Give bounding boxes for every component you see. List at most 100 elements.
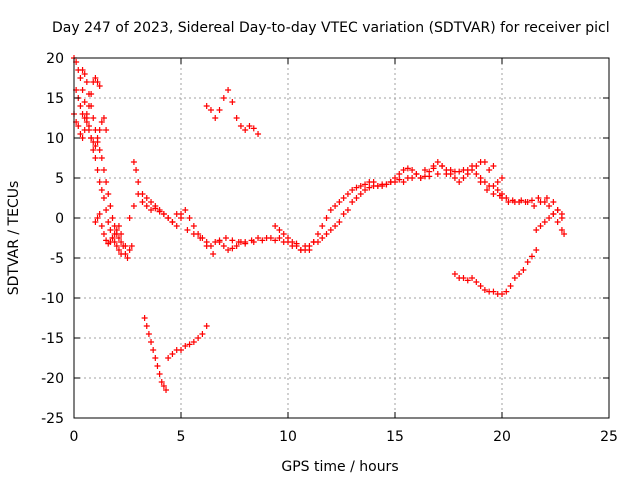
data-point [220, 243, 227, 249]
data-point [319, 235, 326, 241]
series-arc-m [141, 315, 170, 393]
y-tick-label: -20 [41, 371, 64, 387]
data-point [165, 215, 172, 221]
data-point [456, 179, 463, 185]
data-point [272, 237, 279, 244]
data-point [184, 227, 191, 233]
data-point [79, 135, 86, 141]
data-point [473, 171, 480, 177]
data-point [481, 287, 488, 293]
data-point [550, 211, 557, 217]
data-point [362, 187, 369, 193]
data-point [141, 315, 148, 321]
data-point [255, 235, 262, 241]
data-point [94, 167, 101, 173]
data-point [237, 123, 244, 129]
x-tick-label: 0 [70, 429, 79, 445]
data-point [173, 211, 180, 217]
data-point [135, 179, 142, 185]
series-arc-a [71, 55, 125, 257]
data-point [443, 167, 450, 173]
data-point [302, 247, 309, 253]
data-point [77, 131, 84, 137]
data-point [250, 239, 257, 245]
data-point [344, 191, 351, 197]
data-point [417, 175, 424, 181]
data-point [107, 239, 114, 245]
data-point [499, 195, 505, 201]
data-point [113, 227, 120, 233]
data-point [447, 171, 454, 177]
y-tick-label: -10 [41, 291, 64, 307]
data-point [558, 227, 565, 233]
data-point [100, 195, 107, 201]
data-point [229, 245, 236, 252]
data-point [396, 171, 403, 177]
data-point [122, 243, 129, 249]
data-point [79, 111, 86, 117]
data-point [148, 207, 155, 213]
data-point [280, 231, 287, 237]
data-point [79, 87, 86, 93]
plot-frame [73, 57, 610, 419]
data-point [561, 231, 568, 237]
data-point [92, 155, 99, 161]
data-point [434, 159, 441, 165]
data-point [165, 355, 172, 361]
data-point [310, 239, 317, 245]
data-point [92, 75, 99, 81]
data-point [366, 184, 373, 191]
data-point [130, 203, 137, 209]
x-tick-label: 20 [493, 429, 511, 445]
data-point [314, 231, 321, 237]
data-point [190, 231, 197, 237]
data-point [100, 167, 107, 173]
data-point [92, 143, 99, 149]
data-point [421, 167, 428, 173]
series-arc-k [533, 207, 565, 233]
data-point [143, 323, 150, 329]
data-point [195, 335, 202, 341]
data-point [413, 171, 420, 177]
data-point [546, 215, 553, 221]
data-point [255, 131, 262, 137]
data-point [85, 127, 92, 133]
data-point [139, 199, 146, 205]
data-point [105, 219, 112, 225]
series-arc-f [126, 159, 501, 253]
series-arc-c [73, 87, 110, 149]
y-tick-label: -15 [41, 331, 64, 347]
chart-title: Day 247 of 2023, Sidereal Day-to-day VTE… [52, 20, 610, 36]
data-point [473, 279, 480, 285]
series-arc-i [477, 179, 568, 237]
data-point [203, 323, 210, 329]
data-point [96, 147, 103, 153]
data-point [88, 135, 95, 141]
data-point [357, 191, 364, 197]
data-point [503, 288, 510, 295]
data-point [353, 195, 360, 201]
data-point [92, 127, 99, 133]
data-point [225, 247, 232, 253]
data-point [190, 223, 197, 229]
data-point [535, 195, 542, 201]
data-point [190, 339, 197, 345]
data-point [494, 179, 501, 185]
data-point [103, 127, 110, 133]
y-tick-label: 20 [46, 51, 64, 67]
data-point [554, 219, 561, 225]
data-point [404, 175, 411, 181]
data-point [531, 203, 538, 209]
data-point [499, 291, 505, 297]
data-point [143, 203, 150, 209]
data-point [306, 243, 313, 249]
data-point [150, 347, 157, 353]
data-point [272, 223, 279, 229]
data-point [473, 163, 480, 169]
data-point [541, 219, 548, 225]
y-tick-label: -5 [50, 251, 64, 267]
data-point [103, 207, 110, 213]
data-point [186, 341, 193, 348]
series-arc-l [203, 87, 262, 137]
